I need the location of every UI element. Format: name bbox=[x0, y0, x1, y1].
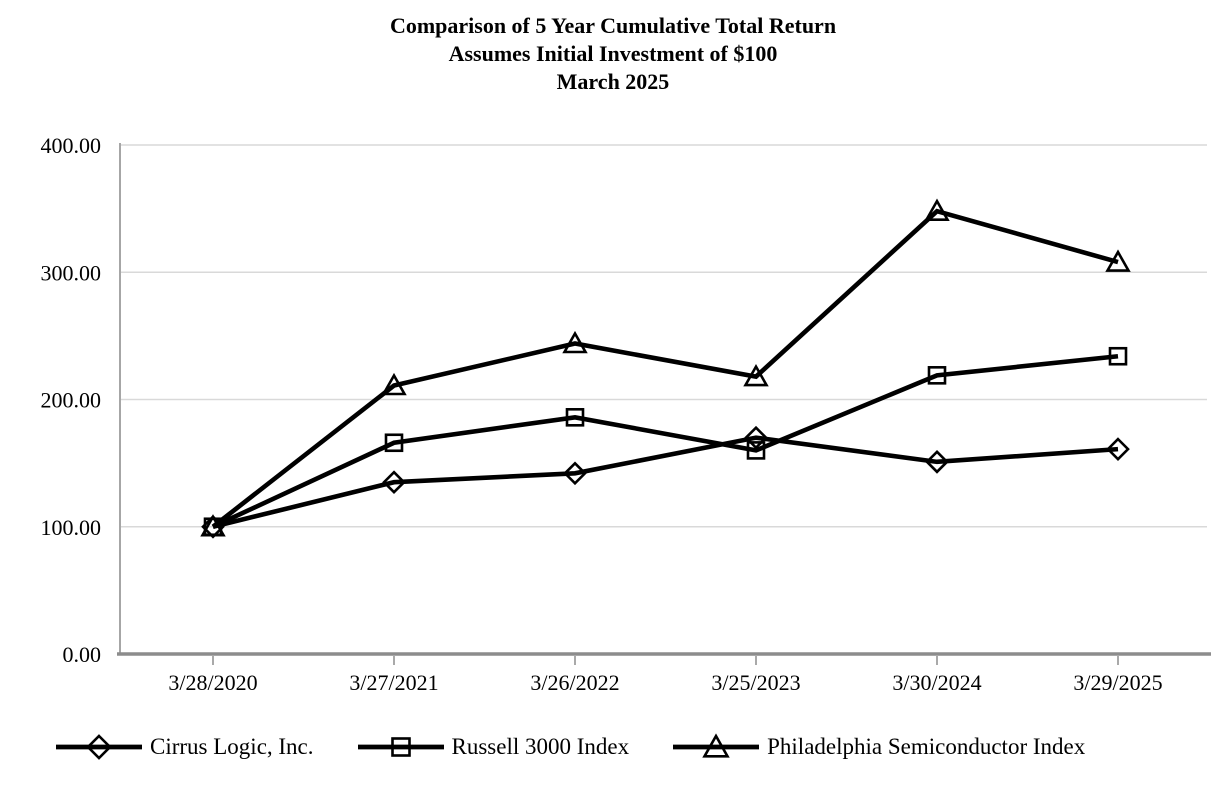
legend-marker-triangle bbox=[702, 733, 730, 758]
chart-title-line3: March 2025 bbox=[556, 69, 670, 94]
y-tick-label: 300.00 bbox=[41, 260, 102, 285]
y-tick-label: 400.00 bbox=[41, 133, 102, 158]
marker-square-2 bbox=[565, 408, 585, 427]
legend-label: Philadelphia Semiconductor Index bbox=[767, 734, 1086, 759]
marker-square-1 bbox=[384, 433, 404, 453]
legend-marker-square bbox=[390, 737, 411, 757]
legend-item-cirrus-logic: Cirrus Logic, Inc. bbox=[56, 733, 314, 761]
series-line-2 bbox=[211, 208, 1119, 529]
legend-label: Russell 3000 Index bbox=[451, 734, 630, 759]
marker-triangle-2 bbox=[562, 330, 588, 354]
marker-diamond-5 bbox=[1106, 437, 1130, 461]
x-tick-label: 3/26/2022 bbox=[530, 670, 619, 695]
stock-performance-chart: 400.00 300.00 200.00 100.00 0.00 3/28/2020 3/2… bbox=[41, 133, 1211, 695]
legend-marker-diamond bbox=[86, 734, 112, 760]
marker-square-4 bbox=[927, 366, 947, 385]
marker-triangle-1 bbox=[381, 372, 407, 396]
x-tick-label: 3/27/2021 bbox=[349, 670, 438, 695]
chart-title-line1: Comparison of 5 Year Cumulative Total Re… bbox=[389, 13, 837, 38]
y-tick-label: 0.00 bbox=[63, 642, 102, 667]
marker-square-5 bbox=[1108, 346, 1128, 366]
legend-square-marker-icon bbox=[357, 737, 444, 757]
series-line-0 bbox=[212, 435, 1119, 529]
x-tick-label: 3/29/2025 bbox=[1073, 670, 1162, 695]
marker-triangle-3 bbox=[743, 363, 769, 387]
legend-label: Cirrus Logic, Inc. bbox=[150, 734, 314, 759]
chart-legend: Cirrus Logic, Inc. Russell 3000 Index Ph… bbox=[56, 733, 1226, 761]
series-line-1 bbox=[212, 353, 1119, 529]
marker-square-3 bbox=[746, 441, 766, 460]
x-tick-label: 3/25/2023 bbox=[711, 670, 800, 695]
y-tick-label: 200.00 bbox=[41, 388, 102, 413]
legend-triangle-marker-icon bbox=[673, 733, 760, 758]
marker-diamond-1 bbox=[382, 470, 406, 495]
marker-diamond-2 bbox=[563, 461, 587, 486]
y-tick-label: 100.00 bbox=[41, 515, 102, 540]
chart-title-line2: Assumes Initial Investment of $100 bbox=[448, 41, 778, 66]
marker-triangle-5 bbox=[1105, 249, 1131, 272]
x-tick-label: 3/28/2020 bbox=[168, 670, 257, 695]
chart-title-block: Comparison of 5 Year Cumulative Total Re… bbox=[0, 12, 1226, 96]
marker-diamond-0 bbox=[201, 514, 225, 539]
marker-triangle-4 bbox=[924, 198, 950, 221]
legend-item-russell-3000: Russell 3000 Index bbox=[357, 733, 630, 761]
x-tick-label: 3/30/2024 bbox=[892, 670, 981, 695]
legend-item-philadelphia-semiconductor: Philadelphia Semiconductor Index bbox=[673, 733, 1085, 761]
marker-diamond-3 bbox=[744, 425, 768, 450]
legend-diamond-marker-icon bbox=[56, 734, 142, 760]
marker-diamond-4 bbox=[925, 450, 949, 474]
marker-triangle-0 bbox=[200, 514, 226, 537]
